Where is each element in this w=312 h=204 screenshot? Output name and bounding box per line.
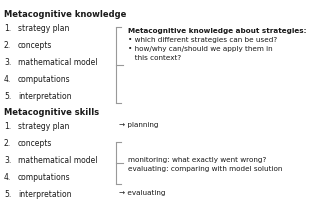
Text: 3.: 3. <box>4 58 11 67</box>
Text: strategy plan: strategy plan <box>18 24 69 33</box>
Text: 1.: 1. <box>4 121 11 130</box>
Text: this context?: this context? <box>128 55 181 61</box>
Text: 4.: 4. <box>4 172 11 181</box>
Text: 1.: 1. <box>4 24 11 33</box>
Text: 2.: 2. <box>4 41 11 50</box>
Text: mathematical model: mathematical model <box>18 58 97 67</box>
Text: 5.: 5. <box>4 92 11 101</box>
Text: evaluating: comparing with model solution: evaluating: comparing with model solutio… <box>128 165 282 171</box>
Text: mathematical model: mathematical model <box>18 155 97 164</box>
Text: monitoring: what exactly went wrong?: monitoring: what exactly went wrong? <box>128 156 266 162</box>
Text: • how/why can/should we apply them in: • how/why can/should we apply them in <box>128 46 273 52</box>
Text: 3.: 3. <box>4 155 11 164</box>
Text: concepts: concepts <box>18 41 52 50</box>
Text: → planning: → planning <box>119 121 158 127</box>
Text: 4.: 4. <box>4 75 11 84</box>
Text: • which different strategies can be used?: • which different strategies can be used… <box>128 37 277 43</box>
Text: computations: computations <box>18 172 71 181</box>
Text: 2.: 2. <box>4 138 11 147</box>
Text: interpretation: interpretation <box>18 189 71 198</box>
Text: Metacognitive knowledge: Metacognitive knowledge <box>4 10 126 19</box>
Text: strategy plan: strategy plan <box>18 121 69 130</box>
Text: Metacognitive skills: Metacognitive skills <box>4 108 99 116</box>
Text: 5.: 5. <box>4 189 11 198</box>
Text: interpretation: interpretation <box>18 92 71 101</box>
Text: Metacognitive knowledge about strategies:: Metacognitive knowledge about strategies… <box>128 28 306 34</box>
Text: concepts: concepts <box>18 138 52 147</box>
Text: → evaluating: → evaluating <box>119 189 165 195</box>
Text: computations: computations <box>18 75 71 84</box>
